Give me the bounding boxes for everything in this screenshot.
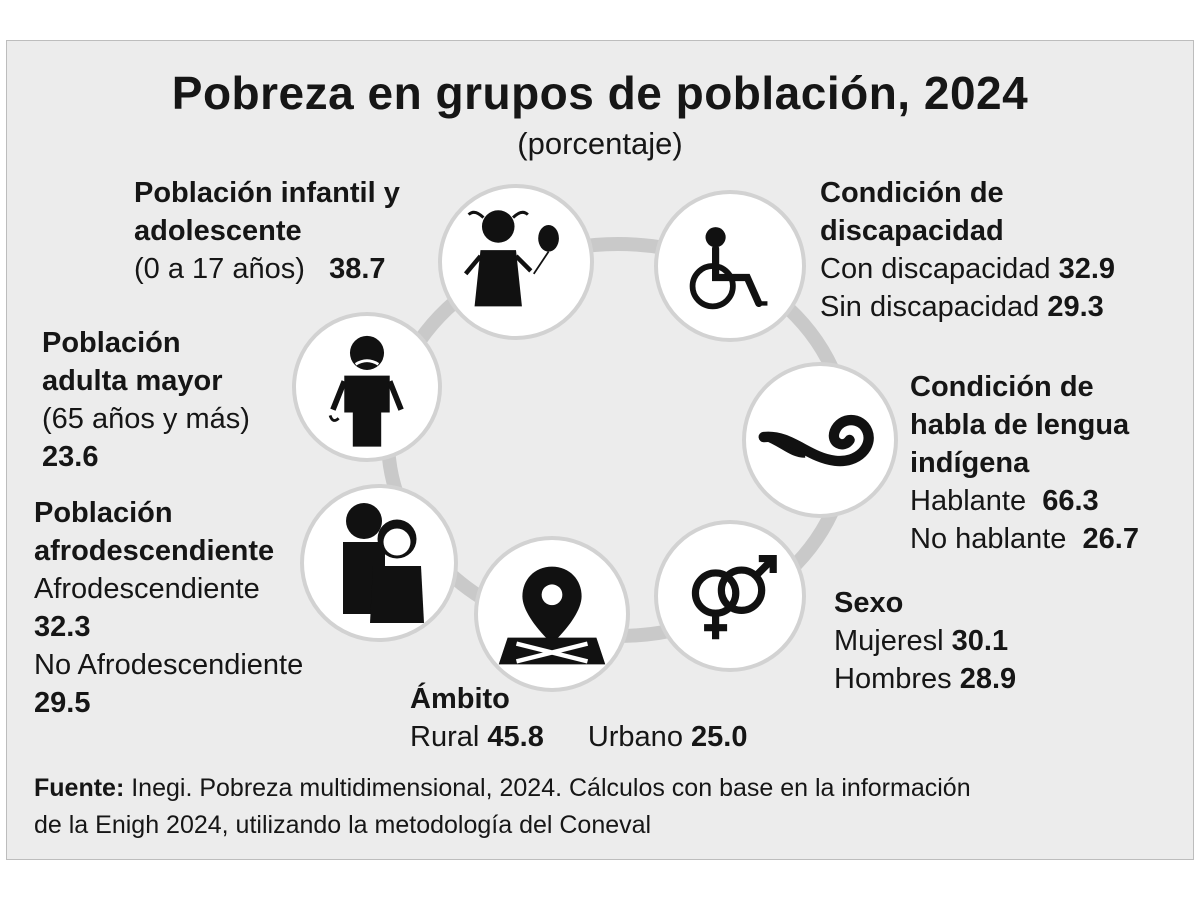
source-line-1: Inegi. Pobreza multidimensional, 2024. C… — [131, 774, 971, 802]
discapacidad-sin-value: 29.3 — [1047, 291, 1104, 323]
ambito-title: Ámbito — [410, 683, 510, 715]
infantil-range: (0 a 17 años) — [134, 253, 305, 285]
lengua-hablante-label: Hablante — [910, 485, 1027, 517]
adulta-mayor-title-1: Población — [42, 327, 181, 359]
sexo-hombres-value: 28.9 — [959, 663, 1017, 695]
page-title: Pobreza en grupos de población, 2024 — [171, 67, 1029, 119]
ambito-urbano-value: 25.0 — [691, 721, 748, 753]
discapacidad-title-2: discapacidad — [820, 215, 1004, 247]
lengua-title-1: Condición de — [910, 371, 1094, 403]
discapacidad-con-label: Con discapacidad — [820, 253, 1051, 285]
gender-symbols-icon — [691, 554, 777, 640]
no-afro-label: No Afrodescendiente — [34, 649, 304, 681]
ambito-circle — [474, 536, 630, 692]
infographic-panel — [6, 40, 1194, 860]
map-pin-icon — [498, 566, 606, 665]
ambito-rural-value: 45.8 — [487, 721, 544, 753]
afro-value: 32.3 — [34, 611, 91, 643]
adulta-mayor-range: (65 años y más) — [42, 403, 250, 435]
sexo-mujeres-label: Mujeresl — [834, 625, 944, 657]
sexo-circle — [654, 520, 806, 672]
speech-scroll-icon — [758, 414, 874, 467]
child-with-balloon-icon — [463, 210, 559, 307]
afro-title-1: Población — [34, 497, 173, 529]
afro-label: Afrodescendiente — [34, 573, 260, 605]
lengua-no-hablante-line: No hablante 26.7 — [910, 520, 1139, 558]
sexo-hombres-line: Hombres 28.9 — [834, 660, 1016, 698]
afrodescendant-couple-icon — [343, 503, 424, 623]
lengua-title-2: habla de lengua — [910, 409, 1130, 441]
discapacidad-title-1: Condición de — [820, 177, 1004, 209]
ambito-urbano-label: Urbano — [587, 721, 683, 753]
sexo-hombres-label: Hombres — [834, 663, 952, 695]
infantil-range-line: (0 a 17 años) 38.7 — [134, 250, 400, 288]
lengua-hablante-value: 66.3 — [1042, 485, 1099, 517]
lengua-title-3: indígena — [910, 447, 1030, 479]
lengua-hablante-line: Hablante 66.3 — [910, 482, 1139, 520]
infantil-title-2: adolescente — [134, 215, 302, 247]
source-label: Fuente: — [34, 774, 125, 802]
infantil-text: Población infantil y adolescente (0 a 17… — [134, 174, 400, 288]
adulta-mayor-circle — [292, 312, 442, 462]
discapacidad-con-value: 32.9 — [1058, 253, 1116, 285]
ambito-values-line: Rural 45.8 Urbano 25.0 — [410, 718, 747, 756]
discapacidad-text: Condición de discapacidad Con discapacid… — [820, 174, 1115, 326]
lengua-text: Condición de habla de lengua indígena Ha… — [910, 368, 1139, 558]
sexo-mujeres-value: 30.1 — [951, 625, 1009, 657]
sexo-title: Sexo — [834, 587, 904, 619]
ambito-rural-label: Rural — [410, 721, 480, 753]
lengua-circle — [742, 362, 898, 518]
adulta-mayor-value: 23.6 — [42, 441, 99, 473]
source-line-2: de la Enigh 2024, utilizando la metodolo… — [34, 811, 652, 839]
adulta-mayor-text: Población adulta mayor (65 años y más) 2… — [42, 324, 250, 476]
sexo-mujeres-line: Mujeresl 30.1 — [834, 622, 1016, 660]
discapacidad-con-line: Con discapacidad 32.9 — [820, 250, 1115, 288]
lengua-no-hablante-value: 26.7 — [1082, 523, 1139, 555]
adulta-mayor-title-2: adulta mayor — [42, 365, 223, 397]
sexo-text: Sexo Mujeresl 30.1 Hombres 28.9 — [834, 584, 1016, 698]
lengua-no-hablante-label: No hablante — [910, 523, 1067, 555]
page-subtitle: (porcentaje) — [517, 126, 683, 161]
afro-circle — [300, 484, 458, 642]
discapacidad-sin-label: Sin discapacidad — [820, 291, 1040, 323]
discapacidad-sin-line: Sin discapacidad 29.3 — [820, 288, 1115, 326]
afro-text: Población afrodescendiente Afrodescendie… — [34, 494, 303, 722]
ambito-text: Ámbito Rural 45.8 Urbano 25.0 — [410, 680, 747, 756]
infantil-title-1: Población infantil y — [134, 177, 400, 209]
discapacidad-circle — [654, 190, 806, 342]
wheelchair-icon — [689, 227, 768, 310]
source-note: Fuente: Inegi. Pobreza multidimensional,… — [34, 770, 971, 844]
no-afro-value: 29.5 — [34, 687, 91, 719]
afro-title-2: afrodescendiente — [34, 535, 275, 567]
elderly-man-icon — [328, 335, 404, 447]
infantil-circle — [438, 184, 594, 340]
infantil-value: 38.7 — [329, 253, 386, 285]
